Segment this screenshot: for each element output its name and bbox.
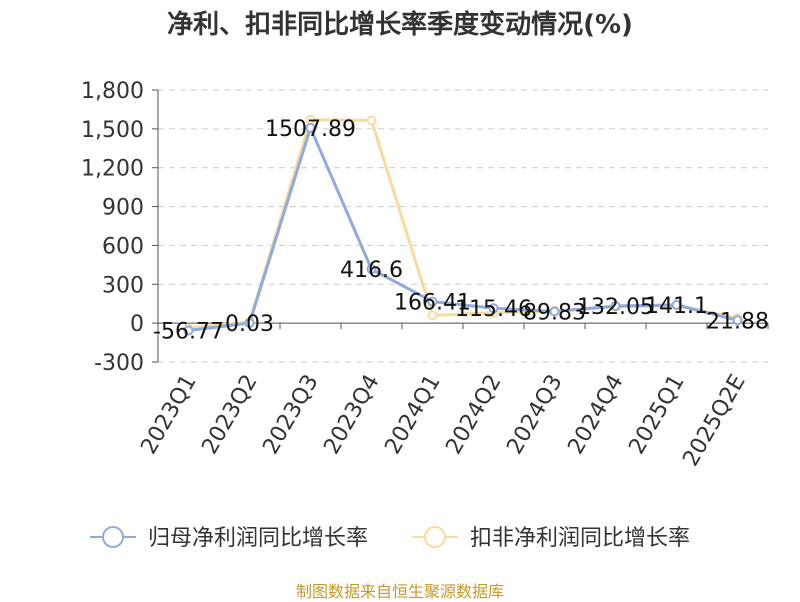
data-label: 416.6: [340, 258, 403, 283]
y-tick-label: 1,800: [81, 79, 144, 104]
series-point: [671, 299, 682, 310]
series-point: [244, 318, 255, 329]
data-label: 141.1: [645, 294, 708, 319]
series-point: [305, 122, 316, 133]
axis-layer: -30003006009001,2001,5001,8002023Q12023Q…: [81, 79, 769, 471]
legend-label: 归母净利润同比增长率: [148, 526, 368, 551]
legend-layer: 归母净利润同比增长率 扣非净利润同比增长率: [90, 526, 690, 551]
x-tick-label: 2023Q1: [136, 371, 201, 459]
data-label: 21.88: [706, 309, 769, 334]
data-label: -56.77: [153, 319, 224, 344]
y-tick-label: -300: [94, 351, 144, 376]
x-tick-label: 2023Q2: [197, 371, 262, 459]
y-tick-label: 0: [130, 312, 144, 337]
series-layer: [183, 114, 743, 336]
y-tick-label: 1,500: [81, 118, 144, 143]
x-tick-label: 2024Q4: [563, 371, 628, 459]
series-point: [366, 115, 377, 126]
legend-marker: [424, 526, 446, 548]
series-line: [188, 126, 738, 332]
data-label: 89.83: [523, 301, 586, 326]
y-tick-label: 300: [102, 273, 144, 298]
data-label: 1507.89: [265, 117, 356, 142]
source-note: 制图数据来自恒生聚源数据库: [295, 582, 504, 601]
data-label: 0.03: [225, 312, 274, 337]
x-tick-label: 2025Q2E: [678, 371, 750, 471]
x-tick-label: 2023Q3: [258, 371, 323, 459]
series-point: [427, 310, 438, 321]
chart-title: 净利、扣非同比增长率季度变动情况(%): [167, 10, 633, 40]
y-tick-label: 900: [102, 196, 144, 221]
x-tick-label: 2023Q4: [319, 371, 384, 459]
legend-marker: [102, 526, 124, 548]
x-tick-label: 2024Q3: [502, 371, 567, 459]
data-label: 166.41: [394, 291, 471, 316]
label-layer: -56.77 0.031507.89416.6166.41115.4689.831…: [153, 117, 769, 345]
x-tick-label: 2025Q1: [624, 371, 689, 459]
series-point: [366, 264, 377, 275]
series-point: [549, 306, 560, 317]
y-tick-label: 1,200: [81, 157, 144, 182]
data-label: 115.46: [455, 297, 532, 322]
legend-label: 扣非净利润同比增长率: [470, 526, 690, 551]
series-point: [732, 315, 743, 326]
x-tick-label: 2024Q1: [380, 371, 445, 459]
series-point: [488, 303, 499, 314]
series-point: [610, 301, 621, 312]
series-point: [183, 325, 194, 336]
x-tick-label: 2024Q2: [441, 371, 506, 459]
data-label: 132.05: [577, 295, 654, 320]
y-tick-label: 600: [102, 234, 144, 259]
series-point: [427, 296, 438, 307]
